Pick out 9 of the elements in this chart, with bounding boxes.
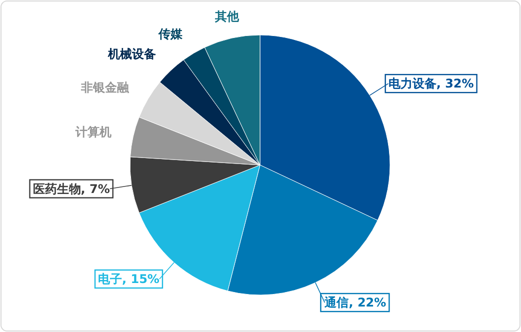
slice-label: 机械设备 [106, 47, 156, 62]
slice-label: 通信, 22% [324, 296, 386, 310]
slice-label: 医药生物, 7% [32, 182, 110, 196]
slice-label: 电子, 15% [98, 272, 160, 286]
slice-label: 其他 [214, 10, 240, 24]
slice-label: 电力设备, 32% [388, 76, 474, 91]
slice-label: 非银金融 [80, 80, 130, 95]
slice-label: 传媒 [158, 27, 184, 42]
slice-label: 计算机 [74, 124, 112, 139]
